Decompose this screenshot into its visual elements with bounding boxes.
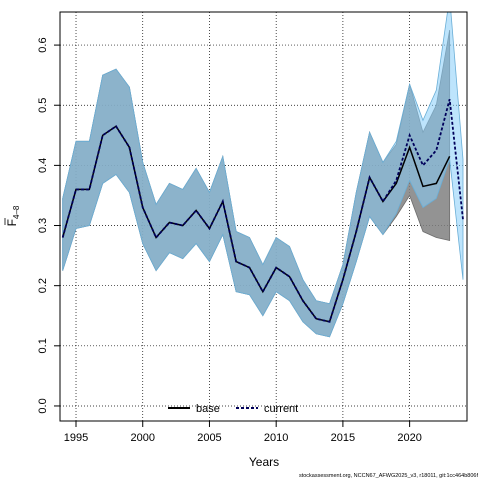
x-tick-label-1: 2000 bbox=[130, 432, 154, 444]
y-axis-title-main: F bbox=[5, 219, 19, 226]
y-tick-label-0: 0.0 bbox=[37, 398, 49, 413]
y-axis-title-sub: 4–8 bbox=[12, 205, 21, 219]
y-tick-label-4: 0.4 bbox=[37, 158, 49, 173]
x-tick-label-4: 2015 bbox=[331, 432, 355, 444]
confidence-bands bbox=[62, 12, 464, 338]
y-tick-label-1: 0.1 bbox=[37, 338, 49, 353]
legend-label-base: base bbox=[196, 403, 220, 415]
y-tick-label-6: 0.6 bbox=[37, 37, 49, 52]
y-axis-title: F4–8 bbox=[4, 205, 21, 226]
y-tick-label-3: 0.3 bbox=[37, 218, 49, 233]
series-lines bbox=[61, 98, 464, 323]
plot-frame bbox=[59, 11, 468, 422]
x-axis-title: Years bbox=[249, 455, 279, 469]
footer-text: stockassessment.org, NCCN67_AFWG2025_v3,… bbox=[299, 473, 479, 479]
y-axis: 0.0 0.1 0.2 0.3 0.4 0.5 0.6 bbox=[37, 37, 60, 414]
svg-text:F4–8: F4–8 bbox=[5, 205, 21, 226]
x-tick-label-3: 2010 bbox=[264, 432, 288, 444]
x-tick-label-5: 2020 bbox=[397, 432, 421, 444]
x-tick-label-2: 2005 bbox=[197, 432, 221, 444]
grid bbox=[60, 12, 467, 421]
x-axis: 1995 2000 2005 2010 2015 2020 bbox=[64, 421, 422, 444]
x-tick-label-0: 1995 bbox=[64, 432, 88, 444]
line-current bbox=[61, 98, 464, 323]
y-tick-label-2: 0.2 bbox=[37, 278, 49, 293]
y-tick-label-5: 0.5 bbox=[37, 98, 49, 113]
legend-label-current: current bbox=[264, 403, 298, 415]
legend: base current bbox=[168, 403, 298, 415]
band-current bbox=[62, 12, 464, 338]
